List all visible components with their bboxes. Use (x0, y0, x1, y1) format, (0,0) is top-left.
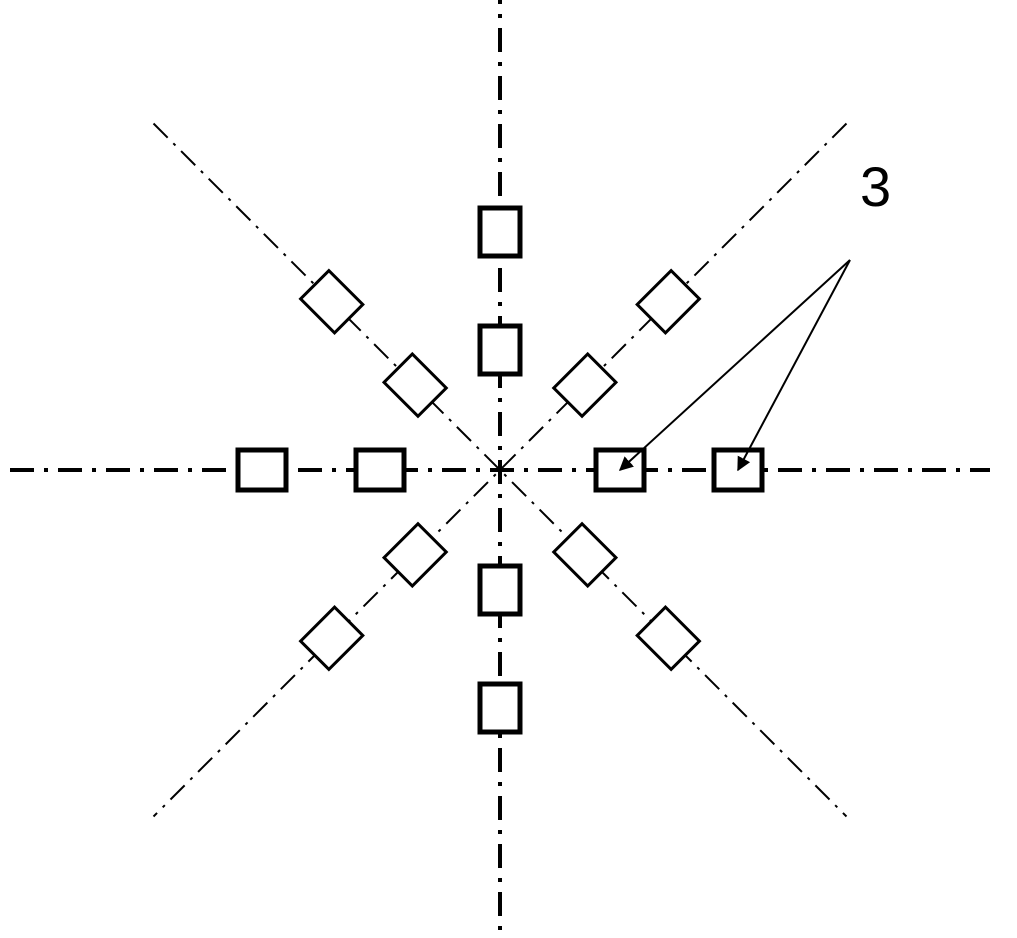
sensor-box (480, 684, 520, 732)
callout-leader (738, 260, 850, 470)
sensor-box (480, 326, 520, 374)
radial-diagram-svg (0, 0, 1017, 938)
callout-label-3: 3 (860, 154, 891, 219)
sensor-box (480, 566, 520, 614)
sensor-box (356, 450, 404, 490)
diagram-container: 3 (0, 0, 1017, 938)
sensor-box (238, 450, 286, 490)
sensor-box (480, 208, 520, 256)
